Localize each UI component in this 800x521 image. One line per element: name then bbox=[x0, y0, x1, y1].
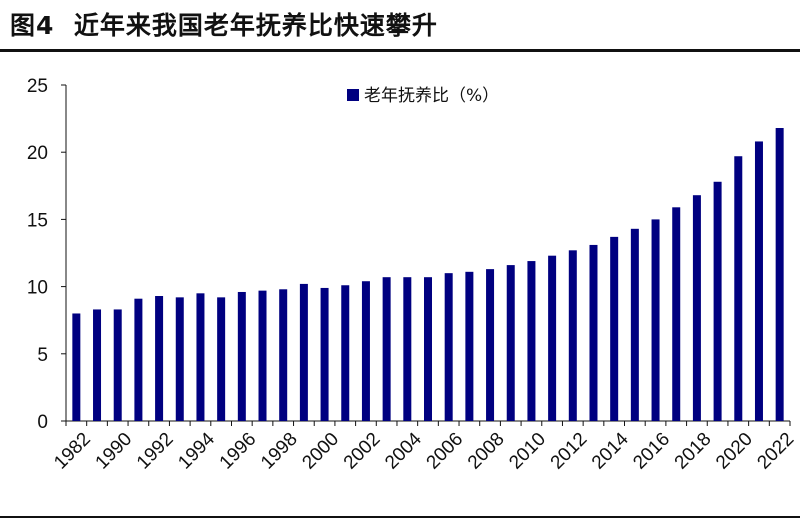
y-tick-label: 5 bbox=[37, 345, 48, 366]
bar bbox=[299, 283, 308, 421]
bar bbox=[775, 128, 784, 421]
x-tick-label: 2012 bbox=[547, 429, 592, 474]
x-tick-label: 2006 bbox=[423, 429, 468, 474]
bar bbox=[113, 309, 122, 421]
y-tick-label: 0 bbox=[37, 412, 48, 433]
y-tick-label: 10 bbox=[27, 278, 48, 299]
x-tick-label: 1992 bbox=[133, 429, 178, 474]
bar bbox=[382, 277, 391, 421]
x-tick-label: 1994 bbox=[174, 428, 219, 473]
x-tick-label: 1990 bbox=[92, 429, 137, 474]
figure-title-text: 近年来我国老年抚养比快速攀升 bbox=[73, 11, 438, 40]
bottom-rule bbox=[0, 516, 800, 518]
bar bbox=[155, 296, 164, 421]
x-tick-label: 2010 bbox=[505, 429, 550, 474]
y-tick-label: 20 bbox=[27, 143, 48, 164]
x-tick-label: 2000 bbox=[298, 429, 343, 474]
bar bbox=[217, 297, 226, 421]
x-tick-label: 2016 bbox=[629, 429, 674, 474]
bar bbox=[692, 195, 701, 421]
bar bbox=[320, 287, 329, 421]
figure-header: 图4 近年来我国老年抚养比快速攀升 bbox=[0, 0, 800, 52]
bar bbox=[630, 228, 639, 421]
legend-swatch bbox=[347, 89, 359, 101]
figure-label: 图4 bbox=[10, 11, 55, 40]
bar bbox=[237, 291, 246, 421]
bar bbox=[506, 265, 515, 421]
x-tick-label: 1996 bbox=[216, 429, 261, 474]
x-tick-label: 2014 bbox=[588, 428, 633, 473]
x-tick-label: 2020 bbox=[712, 429, 757, 474]
bar bbox=[651, 219, 660, 421]
bar bbox=[465, 271, 474, 421]
bar-chart: 0510152025198219901992199419961998200020… bbox=[27, 76, 798, 474]
x-tick-label: 1998 bbox=[257, 429, 302, 474]
bar bbox=[258, 290, 267, 421]
x-tick-label: 2008 bbox=[464, 429, 509, 474]
bar bbox=[361, 281, 370, 421]
bar bbox=[403, 277, 412, 421]
bar bbox=[589, 244, 598, 421]
x-tick-label: 2018 bbox=[671, 429, 716, 474]
x-tick-label: 2002 bbox=[340, 429, 385, 474]
bar bbox=[444, 273, 453, 421]
bar bbox=[610, 236, 619, 421]
bar bbox=[175, 297, 184, 421]
figure-title: 图4 近年来我国老年抚养比快速攀升 bbox=[10, 6, 438, 42]
legend-label: 老年抚养比（%） bbox=[364, 86, 499, 106]
y-tick-label: 25 bbox=[27, 76, 48, 97]
top-rule bbox=[0, 49, 800, 52]
bar bbox=[486, 269, 495, 421]
bar bbox=[279, 289, 288, 421]
bar bbox=[134, 298, 143, 421]
bar bbox=[548, 255, 557, 421]
bar bbox=[72, 313, 81, 421]
bar bbox=[713, 181, 722, 421]
bar bbox=[754, 141, 763, 421]
bar bbox=[93, 309, 102, 421]
x-tick-label: 1982 bbox=[50, 429, 95, 474]
x-tick-label: 2004 bbox=[381, 428, 426, 473]
x-tick-label: 2022 bbox=[753, 429, 798, 474]
bar bbox=[424, 277, 432, 421]
y-tick-label: 15 bbox=[27, 210, 48, 231]
bar bbox=[734, 156, 743, 421]
bar bbox=[527, 261, 536, 421]
bar bbox=[672, 207, 681, 421]
bar bbox=[196, 293, 205, 421]
bar bbox=[341, 285, 350, 421]
bar bbox=[568, 250, 577, 421]
